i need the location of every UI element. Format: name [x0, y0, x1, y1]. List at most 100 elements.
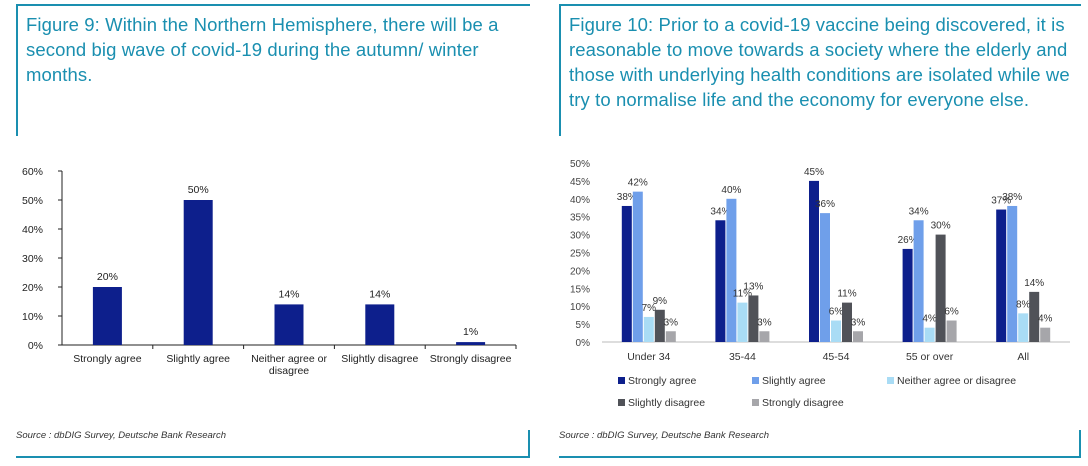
bar: [632, 191, 643, 342]
data-label: 4%: [1038, 314, 1053, 325]
bar: [183, 200, 213, 345]
x-tick-label: Neither agree or: [251, 353, 327, 365]
x-tick-label: 55 or over: [906, 351, 954, 363]
data-label: 3%: [757, 317, 772, 328]
legend-swatch: [887, 377, 894, 384]
figure-10-source: Source : dbDIG Survey, Deutsche Bank Res…: [559, 430, 769, 441]
data-label: 34%: [710, 206, 730, 217]
y-tick-label: 35%: [570, 213, 590, 224]
bar: [274, 304, 304, 345]
data-label: 1%: [463, 326, 478, 338]
legend-label: Slightly agree: [762, 375, 826, 387]
bar: [1007, 205, 1018, 342]
bar: [831, 320, 841, 342]
x-tick-label: Under 34: [627, 351, 670, 363]
x-tick-label: disagree: [269, 365, 309, 377]
legend-label: Neither agree or disagree: [897, 375, 1016, 387]
data-label: 40%: [721, 185, 741, 196]
bar: [842, 302, 852, 342]
data-label: 38%: [1002, 192, 1022, 203]
figure-10-panel: Figure 10: Prior to a covid-19 vaccine b…: [552, 0, 1088, 466]
x-tick-label: Slightly agree: [166, 353, 230, 365]
legend-label: Slightly disagree: [628, 397, 705, 409]
x-tick-label: All: [1017, 351, 1029, 363]
data-label: 11%: [837, 289, 856, 300]
y-tick-label: 60%: [22, 166, 43, 178]
figure-9-panel: Figure 9: Within the Northern Hemisphere…: [0, 0, 540, 466]
y-tick-label: 40%: [570, 195, 590, 206]
data-label: 38%: [617, 192, 637, 203]
data-label: 45%: [804, 167, 824, 178]
bar: [946, 320, 957, 342]
bar: [809, 180, 819, 342]
figure-9-chart: 0% 10% 20% 30% 40% 50% 60% 20% Strongly agree 50%…: [22, 166, 517, 377]
data-label: 14%: [278, 288, 299, 300]
bar: [913, 220, 924, 342]
bar: [365, 304, 395, 345]
y-tick-label: 10%: [22, 311, 43, 323]
figure-9-source: Source : dbDIG Survey, Deutsche Bank Res…: [16, 430, 226, 441]
data-label: 6%: [829, 307, 844, 318]
data-label: 30%: [931, 221, 951, 232]
data-label: 20%: [97, 271, 118, 283]
y-tick-label: 40%: [22, 224, 43, 236]
data-label: 6%: [944, 307, 959, 318]
bar: [759, 331, 770, 342]
bar: [996, 209, 1007, 342]
data-label: 14%: [1024, 278, 1044, 289]
legend-label: Strongly disagree: [762, 397, 844, 409]
bar: [1018, 313, 1029, 342]
legend-swatch: [618, 399, 625, 406]
x-tick-label: Slightly disagree: [341, 353, 418, 365]
y-tick-label: 20%: [570, 266, 590, 277]
bar: [726, 198, 737, 342]
y-tick-label: 0%: [576, 338, 591, 349]
bar: [737, 302, 748, 342]
legend-swatch: [618, 377, 625, 384]
bar: [92, 287, 122, 345]
y-tick-label: 30%: [570, 231, 590, 242]
bar: [748, 295, 759, 342]
bar: [1040, 327, 1051, 342]
bar: [902, 248, 913, 342]
bar: [924, 327, 935, 342]
y-tick-label: 30%: [22, 253, 43, 265]
y-tick-label: 20%: [22, 282, 43, 294]
data-label: 42%: [628, 178, 648, 189]
figure-10-title-box: Figure 10: Prior to a covid-19 vaccine b…: [559, 4, 1081, 136]
y-tick-label: 10%: [570, 302, 590, 313]
legend-label: Strongly agree: [628, 375, 696, 387]
figure-9-source-box: Source : dbDIG Survey, Deutsche Bank Res…: [16, 430, 530, 458]
legend-swatch: [752, 377, 759, 384]
data-label: 7%: [642, 303, 657, 314]
y-tick-label: 0%: [28, 340, 43, 352]
legend-swatch: [752, 399, 759, 406]
bar: [665, 331, 676, 342]
data-label: 11%: [733, 289, 752, 300]
bar: [621, 205, 632, 342]
figure-10-source-box: Source : dbDIG Survey, Deutsche Bank Res…: [559, 430, 1081, 458]
y-tick-label: 45%: [570, 177, 590, 188]
data-label: 4%: [922, 314, 937, 325]
bar: [820, 213, 830, 342]
bar: [643, 316, 654, 342]
x-tick-label: 35-44: [729, 351, 756, 363]
data-label: 37%: [991, 196, 1011, 207]
x-tick-label: Strongly agree: [73, 353, 141, 365]
bar: [935, 234, 946, 342]
data-label: 9%: [653, 296, 668, 307]
data-label: 26%: [898, 235, 918, 246]
x-tick-label: Strongly disagree: [430, 353, 512, 365]
y-tick-label: 5%: [576, 320, 591, 331]
y-tick-label: 25%: [570, 249, 590, 260]
bar: [654, 309, 665, 342]
y-tick-label: 50%: [570, 159, 590, 170]
bar: [1029, 291, 1040, 342]
figure-10-chart: 0% 5% 10% 15% 20% 25% 30% 35% 40% 45% 50% 38% 42% 7%9…: [570, 159, 1070, 409]
bar: [456, 342, 486, 345]
x-tick-label: 45-54: [823, 351, 850, 363]
data-label: 50%: [188, 184, 209, 196]
data-label: 14%: [369, 288, 390, 300]
data-label: 3%: [664, 317, 679, 328]
bar: [715, 220, 726, 342]
